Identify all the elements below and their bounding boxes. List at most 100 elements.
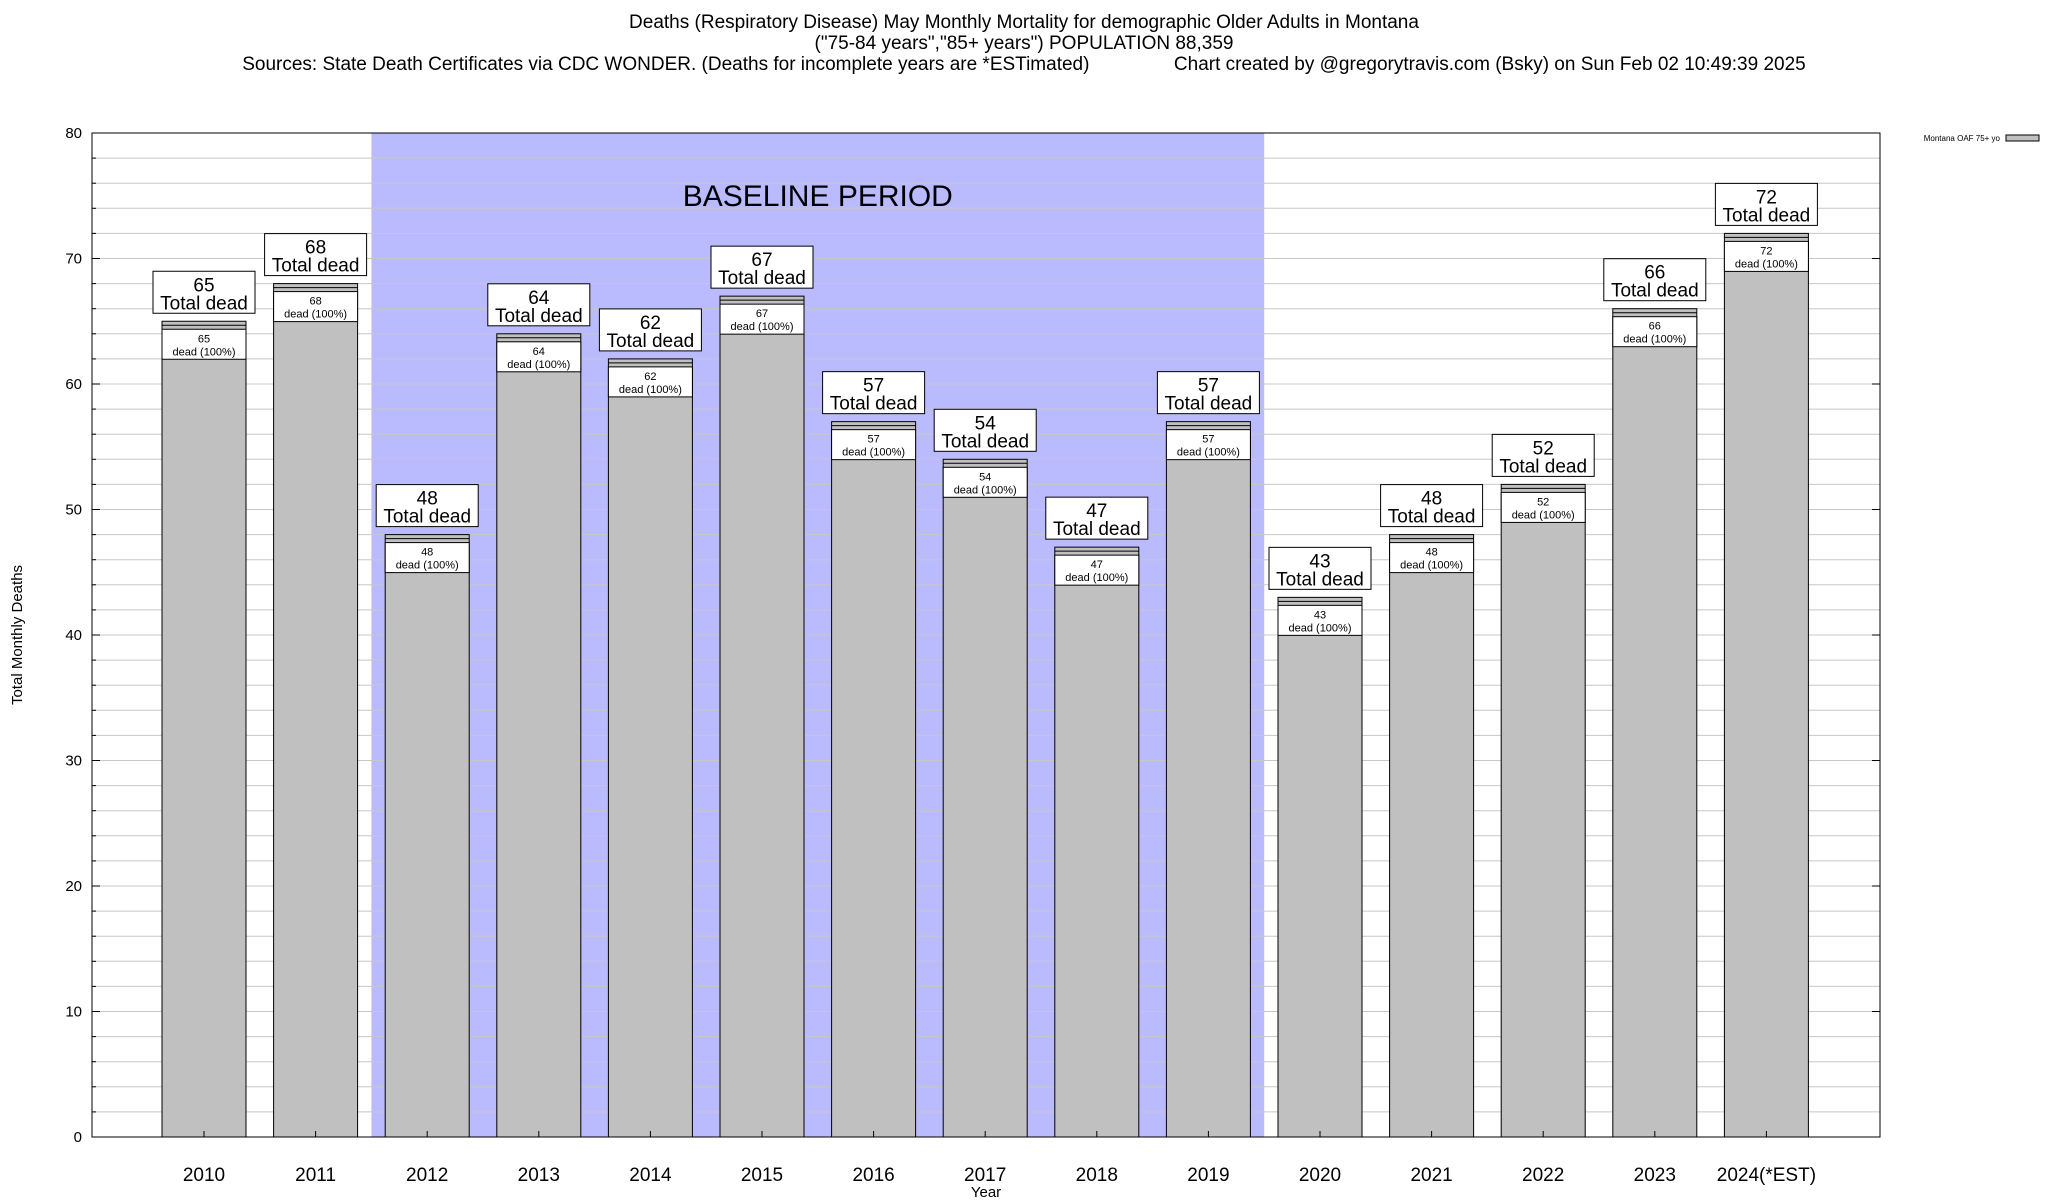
x-tick-label: 2013 [518, 1165, 560, 1186]
inner-value-label: 65 [198, 333, 210, 345]
total-value-label: 47 [1086, 501, 1107, 522]
inner-value-label: 52 [1537, 496, 1549, 508]
bar [1612, 308, 1698, 1138]
inner-percent-label: dead (100%) [619, 384, 682, 396]
x-tick-label: 2021 [1410, 1165, 1452, 1186]
y-tick-label: 70 [65, 251, 82, 268]
inner-percent-label: dead (100%) [731, 321, 794, 333]
inner-value-label: 68 [309, 296, 321, 308]
chart-titles: Deaths (Respiratory Disease) May Monthly… [0, 12, 2048, 75]
total-text-label: Total dead [1276, 569, 1364, 590]
total-label-box [1603, 258, 1707, 302]
inner-value-label: 64 [533, 346, 545, 358]
inner-label-box [1500, 491, 1586, 523]
total-text-label: Total dead [160, 293, 248, 314]
x-tick-label: 2012 [406, 1165, 448, 1186]
inner-percent-label: dead (100%) [1177, 447, 1240, 459]
x-tick-label: 2018 [1076, 1165, 1118, 1186]
x-tick-label: 2010 [183, 1165, 225, 1186]
inner-percent-label: dead (100%) [284, 309, 347, 321]
inner-label-box [1054, 554, 1140, 586]
chart-sources: Sources: State Death Certificates via CD… [242, 54, 1090, 75]
bar [1500, 483, 1586, 1138]
bar [831, 421, 917, 1138]
inner-label-box [607, 366, 693, 398]
inner-percent-label: dead (100%) [1289, 622, 1352, 634]
total-value-label: 72 [1756, 187, 1777, 208]
legend-swatch [2005, 134, 2040, 142]
inner-label-box [273, 291, 359, 323]
inner-percent-label: dead (100%) [507, 359, 570, 371]
total-text-label: Total dead [1388, 507, 1476, 528]
y-axis-label: Total Monthly Deaths [9, 565, 26, 705]
total-text-label: Total dead [1611, 281, 1699, 302]
total-value-label: 43 [1309, 551, 1330, 572]
y-tick-label: 60 [65, 376, 82, 393]
inner-label-box [384, 542, 470, 574]
legend-label: Montana OAF 75+ yo [1924, 134, 2001, 143]
total-label-box [264, 233, 368, 277]
chart-subtitle: ("75-84 years","85+ years") POPULATION 8… [814, 33, 1234, 54]
chart-title: Deaths (Respiratory Disease) May Monthly… [629, 12, 1419, 33]
inner-value-label: 48 [1425, 547, 1437, 559]
bar [1723, 232, 1809, 1138]
bar [607, 358, 693, 1138]
inner-percent-label: dead (100%) [1735, 258, 1798, 270]
y-tick-label: 0 [74, 1129, 82, 1146]
total-value-label: 52 [1533, 438, 1554, 459]
total-label-box [487, 283, 591, 327]
y-tick-label: 20 [65, 878, 82, 895]
total-text-label: Total dead [830, 394, 918, 415]
inner-label-box [161, 328, 247, 360]
x-tick-label: 2022 [1522, 1165, 1564, 1186]
total-value-label: 62 [640, 313, 661, 334]
total-text-label: Total dead [495, 306, 583, 327]
x-tick-label: 2024(*EST) [1717, 1165, 1816, 1186]
total-value-label: 68 [305, 238, 326, 259]
inner-percent-label: dead (100%) [1623, 334, 1686, 346]
total-label-box [1714, 182, 1818, 226]
x-tick-label: 2016 [852, 1165, 894, 1186]
y-tick-label: 50 [65, 502, 82, 519]
total-label-box [933, 408, 1037, 452]
total-text-label: Total dead [1053, 519, 1141, 540]
inner-percent-label: dead (100%) [954, 484, 1017, 496]
bar [1389, 534, 1475, 1138]
y-tick-label: 40 [65, 627, 82, 644]
y-tick-label: 80 [65, 125, 82, 142]
inner-value-label: 57 [867, 434, 879, 446]
total-text-label: Total dead [272, 256, 360, 277]
inner-value-label: 47 [1091, 559, 1103, 571]
x-tick-label: 2020 [1299, 1165, 1341, 1186]
inner-percent-label: dead (100%) [1065, 572, 1128, 584]
x-tick-label: 2015 [741, 1165, 783, 1186]
inner-label-box [1723, 240, 1809, 272]
total-text-label: Total dead [1723, 205, 1811, 226]
inner-value-label: 62 [644, 371, 656, 383]
inner-label-box [1165, 429, 1251, 461]
inner-value-label: 43 [1314, 609, 1326, 621]
inner-value-label: 67 [756, 308, 768, 320]
x-tick-label: 2017 [964, 1165, 1006, 1186]
total-text-label: Total dead [383, 507, 471, 528]
total-text-label: Total dead [941, 431, 1029, 452]
inner-percent-label: dead (100%) [396, 560, 459, 572]
bar [1165, 421, 1251, 1138]
total-text-label: Total dead [1499, 456, 1587, 477]
total-label-box [1491, 433, 1595, 477]
total-value-label: 48 [1421, 489, 1442, 510]
y-tick-label: 10 [65, 1004, 82, 1021]
inner-value-label: 54 [979, 471, 991, 483]
x-tick-label: 2023 [1634, 1165, 1676, 1186]
inner-label-box [942, 466, 1028, 498]
bar [384, 534, 470, 1138]
total-value-label: 67 [751, 250, 772, 271]
bar [719, 295, 805, 1138]
inner-label-box [1277, 604, 1363, 636]
total-label-box [822, 371, 926, 415]
total-label-box [1380, 484, 1484, 528]
baseline-label: BASELINE PERIOD [683, 180, 953, 213]
inner-value-label: 57 [1202, 434, 1214, 446]
chart-credit: Chart created by @gregorytravis.com (Bsk… [1173, 54, 1806, 75]
inner-percent-label: dead (100%) [842, 447, 905, 459]
